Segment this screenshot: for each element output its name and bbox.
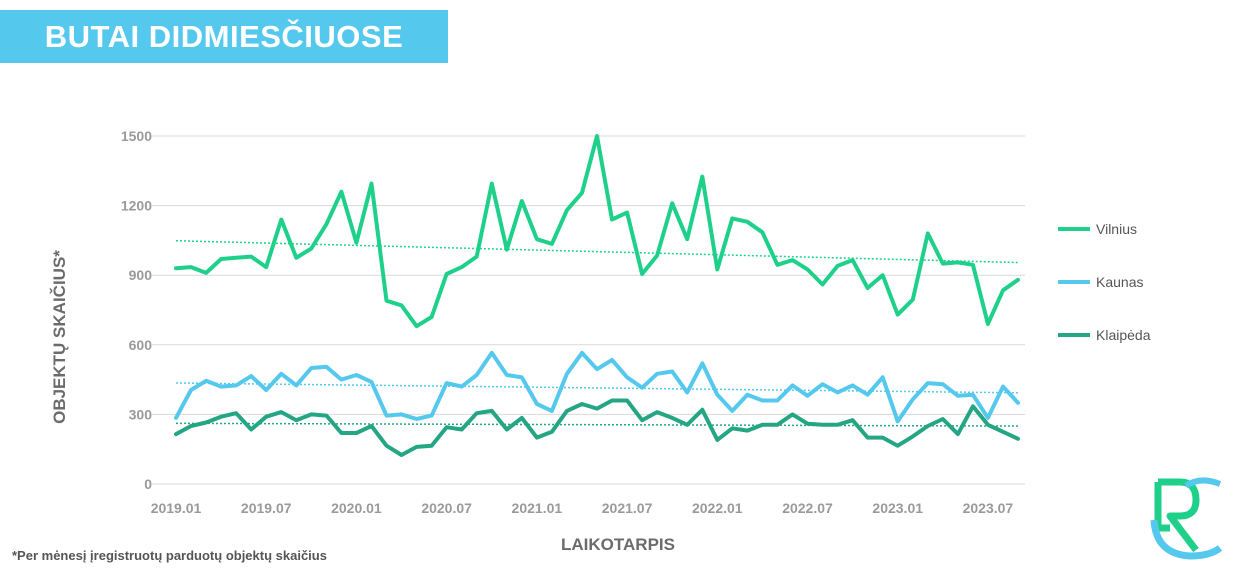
y-tick-label: 1500 [121, 128, 152, 144]
x-tick-label: 2022.07 [782, 500, 833, 516]
x-tick-label: 2021.01 [512, 500, 563, 516]
y-axis-title: OBJEKTŲ SKAIČIUS* [50, 250, 69, 424]
legend-label-0: Vilnius [1096, 221, 1137, 237]
footnote: *Per mėnesį įregistruotų parduotų objekt… [12, 548, 327, 563]
rc-logo [1150, 477, 1223, 560]
x-tick-label: 2019.01 [151, 500, 202, 516]
legend-label-2: Klaipėda [1096, 327, 1151, 343]
y-tick-label: 0 [144, 476, 152, 492]
x-tick-label: 2023.01 [872, 500, 923, 516]
x-tick-labels: 2019.01 2019.07 2020.01 2020.07 2021.01 2021.… [151, 500, 1014, 516]
x-tick-label: 2019.07 [241, 500, 292, 516]
x-tick-label: 2020.07 [421, 500, 472, 516]
series-line-0 [174, 134, 1020, 329]
y-tick-label: 1200 [121, 198, 152, 214]
x-tick-label: 2021.07 [602, 500, 653, 516]
series-lines [174, 134, 1020, 457]
chart-title: BUTAI DIDMIESČIUOSE [44, 18, 404, 54]
trendlines [175, 239, 1019, 427]
gridlines [152, 135, 1025, 485]
legend-label-1: Kaunas [1096, 274, 1143, 290]
x-tick-label: 2020.01 [331, 500, 382, 516]
y-tick-labels: 0 300 600 900 1200 1500 [121, 128, 152, 492]
y-tick-label: 300 [129, 406, 153, 422]
trendline-1 [175, 382, 1019, 394]
x-tick-label: 2022.01 [692, 500, 743, 516]
legend: Vilnius Kaunas Klaipėda [1058, 221, 1151, 343]
y-tick-label: 900 [129, 267, 153, 283]
x-axis-title: LAIKOTARPIS [561, 535, 675, 554]
trendline-2 [175, 422, 1019, 427]
trendline-0 [175, 239, 1019, 264]
series-line-1 [174, 350, 1020, 424]
x-tick-label: 2023.07 [963, 500, 1014, 516]
title-banner: BUTAI DIDMIESČIUOSE [0, 10, 448, 63]
y-tick-label: 600 [129, 337, 153, 353]
series-line-2 [174, 398, 1020, 457]
